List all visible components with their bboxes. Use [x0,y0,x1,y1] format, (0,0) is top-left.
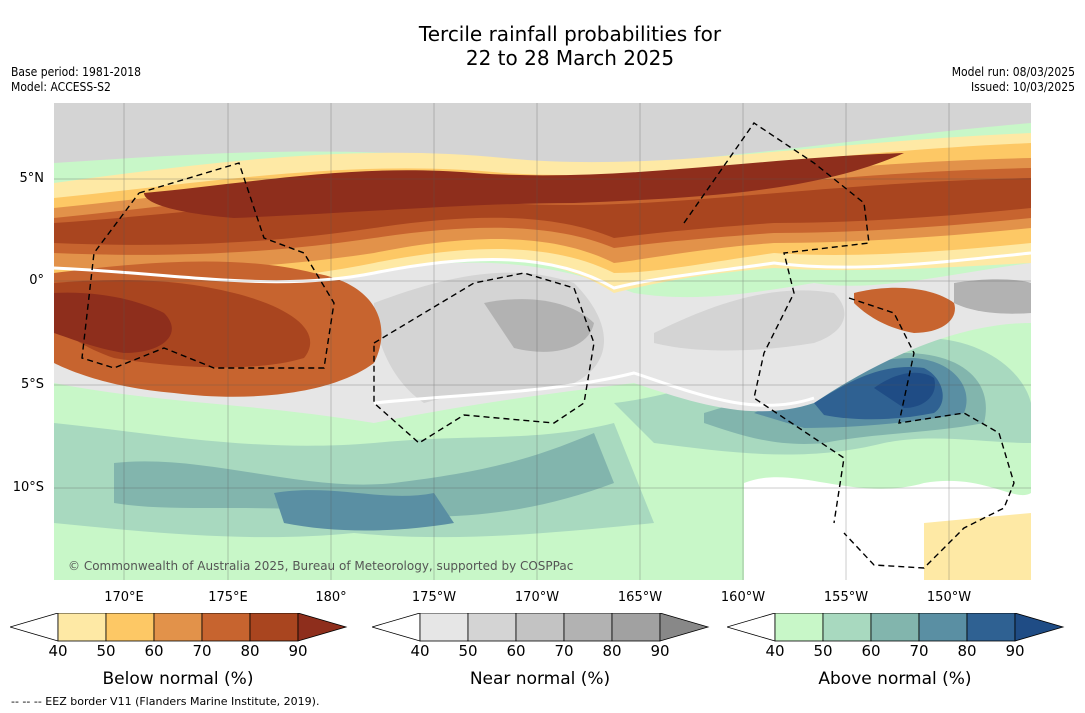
near-tick-90: 90 [650,642,670,660]
above-normal-swatch-under [727,613,776,642]
above-normal-swatch-over [1014,613,1065,642]
eez-borders [81,122,1015,569]
model-text: Model: ACCESS-S2 [11,80,111,94]
near-normal-swatch-under [372,613,421,642]
eez-footnote: -- -- -- EEZ border V11 (Flanders Marine… [11,695,320,708]
above-tick-60: 60 [861,642,881,660]
near-normal-swatch-60-70 [515,613,565,642]
above-normal-60-band [114,433,614,517]
lon-label-165w: 165°W [617,590,663,605]
above-tick-40: 40 [765,642,785,660]
near-normal-swatch-80-90 [611,613,661,642]
near-normal-colorbar [372,613,710,642]
lat-label-10s: 10°S [12,480,44,495]
issued-text: Issued: 10/03/2025 [970,80,1075,94]
eez-kiribati-gilberts [81,162,335,369]
above-normal-colorbar [727,613,1065,642]
near-tick-50: 50 [458,642,478,660]
model-run-info: Model run: 08/03/2025 Issued: 10/03/2025 [952,65,1075,95]
near-normal-swatch-50-60 [467,613,517,642]
above-tick-80: 80 [957,642,977,660]
above-normal-90-east [874,372,935,408]
near-normal-swatch-over [659,613,710,642]
above-tick-70: 70 [909,642,929,660]
title-line-2: 22 to 28 March 2025 [465,46,675,70]
near-tick-70: 70 [554,642,574,660]
lat-label-0: 0° [29,273,44,288]
above-normal-swatch-80-90 [966,613,1016,642]
graticule [54,103,1031,580]
base-period-info: Base period: 1981-2018 Model: ACCESS-S2 [11,65,141,95]
below-tick-40: 40 [48,642,68,660]
lon-label-180: 180° [315,590,347,605]
below-tick-50: 50 [96,642,116,660]
below-tick-70: 70 [192,642,212,660]
yellow-patch-se [924,513,1031,580]
above-normal-swatch-50-60 [822,613,872,642]
above-tick-50: 50 [813,642,833,660]
copyright-credit: © Commonwealth of Australia 2025, Bureau… [68,559,574,573]
eez-kiribati-phoenix [373,272,595,444]
above-normal-title: Above normal (%) [818,669,972,689]
below-tick-80: 80 [240,642,260,660]
near-normal-swatch-70-80 [563,613,613,642]
base-period-text: Base period: 1981-2018 [11,65,142,79]
lon-label-160w: 160°W [720,590,766,605]
below-tick-60: 60 [144,642,164,660]
lon-label-150w: 150°W [926,590,972,605]
above-normal-70-patch-sw [274,490,454,531]
below-normal-90-sw [54,292,172,353]
below-normal-title: Below normal (%) [102,669,254,689]
near-tick-40: 40 [410,642,430,660]
lon-label-155w: 155°W [823,590,869,605]
lon-label-170w: 170°W [514,590,560,605]
near-normal-70-far-east [954,279,1031,314]
model-run-text: Model run: 08/03/2025 [951,65,1075,79]
above-tick-90: 90 [1005,642,1025,660]
below-normal-swatch-40-50 [57,613,107,642]
map-title: Tercile rainfall probabilities for 22 to… [0,22,1085,70]
above-normal-swatch-70-80 [918,613,968,642]
near-normal-50-east [654,290,845,351]
lon-label-170e: 170°E [104,590,144,605]
below-normal-colorbar [10,613,348,642]
near-normal-north-band [54,103,1031,165]
title-line-1: Tercile rainfall probabilities for [418,22,722,46]
below-normal-90-north [144,153,904,218]
below-normal-swatch-60-70 [153,613,203,642]
below-tick-90: 90 [288,642,308,660]
below-normal-70-east-blob [854,287,955,333]
near-normal-swatch-40-50 [419,613,469,642]
below-normal-swatch-80-90 [249,613,299,642]
below-normal-80-band [54,178,1031,245]
near-tick-80: 80 [602,642,622,660]
tercile-boundary-south [373,371,815,407]
above-normal-swatch-60-70 [870,613,920,642]
eez-french-polynesia [843,297,1015,569]
near-normal-70-patch [484,299,594,352]
lon-label-175w: 175°W [411,590,457,605]
near-tick-60: 60 [506,642,526,660]
lon-label-175e: 175°E [208,590,248,605]
near-normal-title: Near normal (%) [469,669,611,689]
below-normal-swatch-70-80 [201,613,251,642]
below-normal-swatch-over [297,613,348,642]
below-normal-swatch-under [10,613,59,642]
below-normal-swatch-50-60 [105,613,155,642]
rainfall-probability-map [54,103,1031,580]
above-normal-swatch-40-50 [774,613,824,642]
eez-kiribati-line [683,122,870,524]
lat-label-5s: 5°S [20,377,44,392]
lat-label-5n: 5°N [19,171,45,186]
